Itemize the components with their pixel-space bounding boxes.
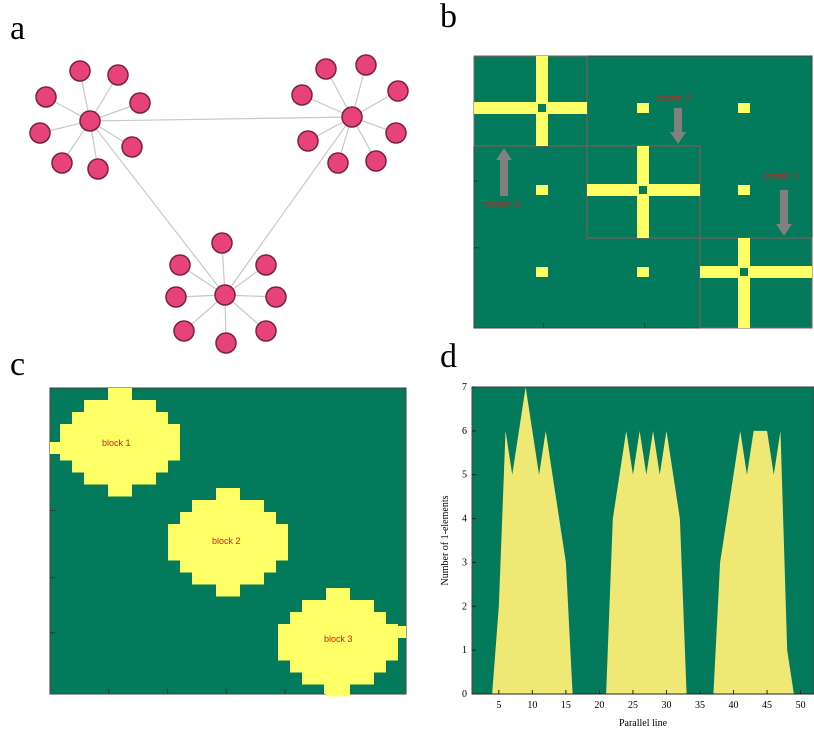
inter-hub-edge <box>224 116 353 296</box>
leaf-node <box>355 54 377 76</box>
leaf-node <box>365 150 387 172</box>
y-tick-label: 1 <box>462 645 467 656</box>
leaf-node <box>29 122 51 144</box>
cross-label: cross 3 <box>484 199 519 211</box>
y-tick-label: 0 <box>462 689 467 700</box>
cross-center <box>639 186 647 194</box>
annotation-arrow <box>776 190 792 236</box>
leaf-node <box>121 136 143 158</box>
block-label: block 1 <box>102 438 131 448</box>
leaf-node <box>255 254 277 276</box>
y-tick-label: 4 <box>462 514 467 525</box>
y-tick-label: 2 <box>462 601 467 612</box>
block-shape <box>168 488 288 597</box>
annotation-arrow <box>670 108 686 144</box>
leaf-node <box>173 320 195 342</box>
block-label: block 2 <box>212 536 241 546</box>
panel-label-c: c <box>10 346 26 383</box>
leaf-node <box>291 84 313 106</box>
leaf-node <box>297 130 319 152</box>
isolated-element <box>738 185 750 195</box>
y-axis-label: Number of 1-elements <box>440 495 451 585</box>
x-tick-label: 15 <box>561 700 571 711</box>
inter-hub-edge <box>89 116 353 122</box>
leaf-node <box>327 152 349 174</box>
leaf-node <box>69 60 91 82</box>
cross-horizontal-bar <box>474 102 587 114</box>
x-tick-label: 5 <box>496 700 501 711</box>
y-tick-label: 7 <box>462 382 467 393</box>
x-tick-label: 45 <box>762 700 772 711</box>
cross-label: cross 1 <box>764 171 799 183</box>
leaf-node <box>129 92 151 114</box>
hub-node <box>341 106 363 128</box>
cross-horizontal-bar <box>700 266 812 278</box>
block-protrusion <box>324 682 338 694</box>
network-diagram <box>29 54 409 354</box>
cross-center <box>538 104 546 112</box>
profile-area <box>472 387 814 694</box>
block-shape <box>60 388 180 497</box>
hub-node <box>79 110 101 132</box>
block-shape <box>278 588 398 697</box>
cross-vertical-bar <box>536 56 548 146</box>
leaf-node <box>255 320 277 342</box>
block-protrusion <box>392 626 406 638</box>
block-matrix: block 1 block 2 block 3 <box>49 387 407 697</box>
isolated-element <box>637 267 649 277</box>
leaf-node <box>169 254 191 276</box>
x-tick-label: 10 <box>527 700 537 711</box>
block-outline <box>473 55 588 147</box>
block-outline <box>699 237 813 329</box>
y-tick-label: 3 <box>462 557 467 568</box>
cross-center <box>740 268 748 276</box>
x-tick-label: 20 <box>594 700 604 711</box>
y-tick-label: 6 <box>462 426 467 437</box>
inter-hub-edge <box>89 120 226 296</box>
block-label: block 3 <box>324 634 353 644</box>
block-protrusion <box>110 388 122 400</box>
x-tick-label: 35 <box>695 700 705 711</box>
leaf-node <box>265 286 287 308</box>
leaf-node <box>385 122 407 144</box>
block-protrusion <box>50 442 64 454</box>
x-tick-label: 40 <box>729 700 739 711</box>
leaf-node <box>87 158 109 180</box>
panel-label-b: b <box>440 0 457 35</box>
leaf-node <box>387 80 409 102</box>
x-tick-label: 25 <box>628 700 638 711</box>
cross-vertical-bar <box>738 238 750 328</box>
annotation-arrow <box>496 148 512 196</box>
x-tick-label: 50 <box>796 700 806 711</box>
cross-matrix: cross 2 cross 1 cross 3 <box>473 55 813 329</box>
panel-label-a: a <box>10 10 26 47</box>
leaf-node <box>165 286 187 308</box>
x-tick-label: 30 <box>661 700 671 711</box>
panel-label-d: d <box>440 338 457 375</box>
cross-label: cross 2 <box>656 93 691 105</box>
leaf-node <box>211 232 233 254</box>
leaf-node <box>107 64 129 86</box>
x-axis-label: Parallel line <box>619 718 668 729</box>
leaf-node <box>215 332 237 354</box>
leaf-node <box>315 58 337 80</box>
isolated-element <box>637 103 649 113</box>
leaf-node <box>35 86 57 108</box>
hub-node <box>214 284 236 306</box>
leaf-node <box>51 152 73 174</box>
isolated-element <box>738 103 750 113</box>
isolated-element <box>536 267 548 277</box>
isolated-element <box>536 185 548 195</box>
y-tick-label: 5 <box>462 470 467 481</box>
